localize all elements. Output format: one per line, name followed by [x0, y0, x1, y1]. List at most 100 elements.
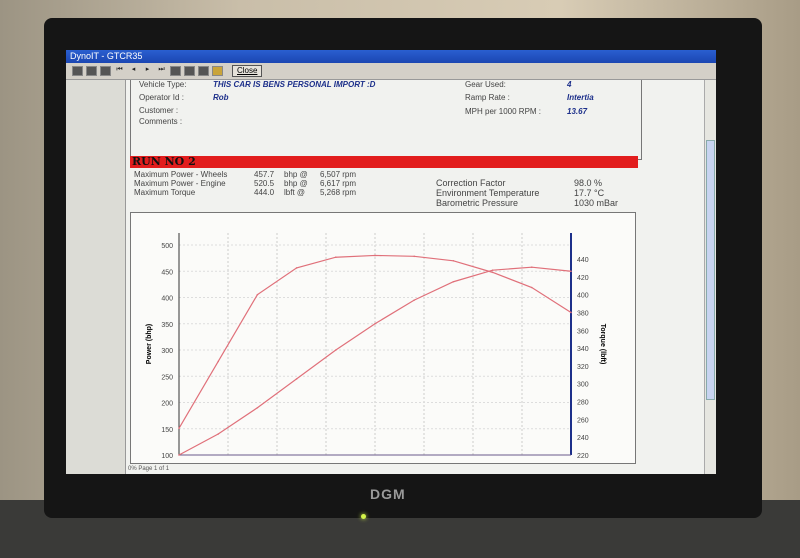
data-point [178, 427, 180, 430]
max-stat-value: 457.7 [254, 170, 275, 179]
max-stat-value: 444.0 [254, 188, 275, 197]
left-tick-label: 450 [161, 269, 173, 276]
report-viewer: Vehicle Type: THIS CAR IS BENS PERSONAL … [66, 80, 704, 474]
right-tick-label: 240 [577, 435, 589, 442]
condition-value: 1030 mBar [574, 198, 619, 208]
gear-value: 4 [567, 80, 572, 89]
left-tick-label: 500 [161, 243, 173, 250]
scrollbar-thumb[interactable] [706, 140, 715, 400]
operator-value: Rob [213, 93, 229, 102]
right-tick-label: 280 [577, 400, 589, 407]
condition-label: Barometric Pressure [436, 198, 519, 208]
max-stat-label: Maximum Torque [134, 188, 196, 197]
left-tick-label: 400 [161, 296, 173, 303]
data-point [452, 280, 455, 283]
right-tick-label: 300 [577, 382, 589, 389]
data-point [491, 271, 494, 274]
data-point [256, 293, 259, 296]
left-axis-title: Power (bhp) [146, 324, 153, 364]
data-point [413, 299, 416, 301]
right-tick-label: 400 [577, 293, 589, 300]
max-stat-unit: bhp @ [284, 179, 308, 188]
mph-value: 13.67 [567, 107, 588, 116]
max-stat-rpm: 5,268 rpm [320, 188, 357, 197]
comments-label: Comments : [139, 117, 183, 126]
ramp-rate-label: Ramp Rate : [465, 93, 510, 102]
single-page-icon[interactable] [72, 66, 83, 76]
customer-label: Customer : [139, 106, 179, 115]
operator-label: Operator Id : [139, 93, 184, 102]
mph-label: MPH per 1000 RPM : [465, 107, 542, 116]
max-stat-value: 520.5 [254, 179, 275, 188]
multi-page-icon[interactable] [86, 66, 97, 76]
right-tick-label: 340 [577, 346, 589, 353]
data-point [531, 286, 533, 289]
right-tick-label: 360 [577, 328, 589, 335]
report-page: Vehicle Type: THIS CAR IS BENS PERSONAL … [126, 80, 704, 474]
data-point [452, 259, 455, 262]
status-text: 0% Page 1 of 1 [128, 466, 170, 472]
left-margin [66, 80, 126, 474]
last-icon[interactable]: ⏭ [158, 66, 165, 73]
left-tick-label: 100 [161, 453, 173, 460]
condition-value: 17.7 °C [574, 188, 605, 198]
right-tick-label: 260 [577, 417, 589, 424]
save-icon[interactable] [198, 66, 209, 76]
title-bar: DynoIT - GTCR35 [66, 50, 716, 63]
data-point [570, 270, 572, 273]
prev-icon[interactable]: ◂ [131, 66, 136, 73]
max-stat-rpm: 6,507 rpm [320, 170, 357, 179]
condition-label: Environment Temperature [436, 188, 540, 198]
left-tick-label: 350 [161, 322, 173, 329]
data-point [374, 322, 376, 325]
open-icon[interactable] [212, 66, 223, 76]
fit-page-icon[interactable] [100, 66, 111, 76]
data-point [178, 454, 180, 456]
data-point [217, 360, 219, 363]
left-tick-label: 150 [161, 427, 173, 434]
next-icon[interactable]: ▸ [145, 66, 150, 73]
vehicle-type-label: Vehicle Type: [139, 80, 187, 89]
vehicle-type-value: THIS CAR IS BENS PERSONAL IMPORT :D [213, 80, 376, 89]
screen: DynoIT - GTCR35 ⏮ ◂ ▸ ⏭ Close Vehicle Ty… [66, 50, 716, 474]
toolbar: ⏮ ◂ ▸ ⏭ Close [66, 63, 716, 80]
right-tick-label: 220 [577, 453, 589, 460]
data-point [531, 266, 533, 269]
left-tick-label: 250 [161, 374, 173, 381]
gear-label: Gear Used: [465, 80, 506, 89]
monitor-brand-logo: DGM [370, 486, 406, 502]
first-icon[interactable]: ⏮ [116, 66, 123, 73]
data-point [413, 255, 416, 258]
data-point [217, 433, 219, 435]
max-stat-rpm: 6,617 rpm [320, 179, 357, 188]
max-stat-unit: bhp @ [284, 170, 308, 179]
ramp-rate-value: Intertia [567, 93, 594, 102]
max-stat-label: Maximum Power - Wheels [134, 170, 228, 179]
condition-label: Correction Factor [436, 178, 506, 188]
right-axis-title: Torque (lbft) [599, 324, 606, 365]
data-point [335, 256, 337, 259]
data-point [491, 269, 494, 271]
print-icon[interactable] [184, 66, 195, 76]
data-point [374, 254, 376, 257]
data-point [295, 378, 298, 380]
power-led [361, 514, 366, 519]
run-title: RUN NO 2 [130, 156, 638, 168]
data-point [256, 406, 259, 409]
right-tick-label: 420 [577, 275, 589, 282]
data-point [295, 267, 298, 269]
vertical-scrollbar[interactable] [704, 80, 716, 474]
vehicle-info-box: Vehicle Type: THIS CAR IS BENS PERSONAL … [130, 80, 642, 160]
left-tick-label: 200 [161, 401, 173, 408]
condition-value: 98.0 % [574, 178, 603, 188]
close-button[interactable]: Close [232, 65, 263, 77]
max-stat-unit: lbft @ [284, 188, 306, 197]
data-point [570, 311, 572, 314]
right-tick-label: 320 [577, 364, 589, 371]
right-tick-label: 380 [577, 310, 589, 317]
dyno-chart-svg: 100 150 200 250 300 350 400 450 500 220 240 260 280 3… [146, 233, 606, 460]
data-point [335, 349, 337, 351]
right-tick-label: 440 [577, 257, 589, 264]
print-setup-icon[interactable] [170, 66, 181, 76]
left-tick-label: 300 [161, 348, 173, 355]
